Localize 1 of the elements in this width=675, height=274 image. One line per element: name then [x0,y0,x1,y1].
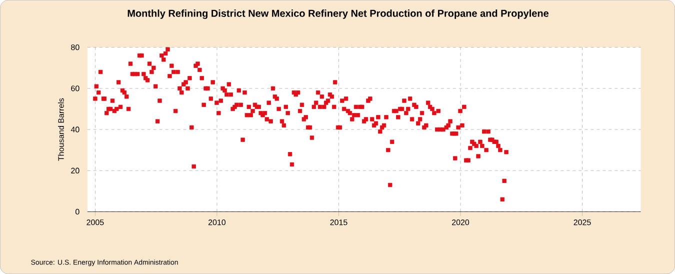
chart-title: Monthly Refining District New Mexico Refinery Net Production of Propane and Propylene [128,10,549,19]
